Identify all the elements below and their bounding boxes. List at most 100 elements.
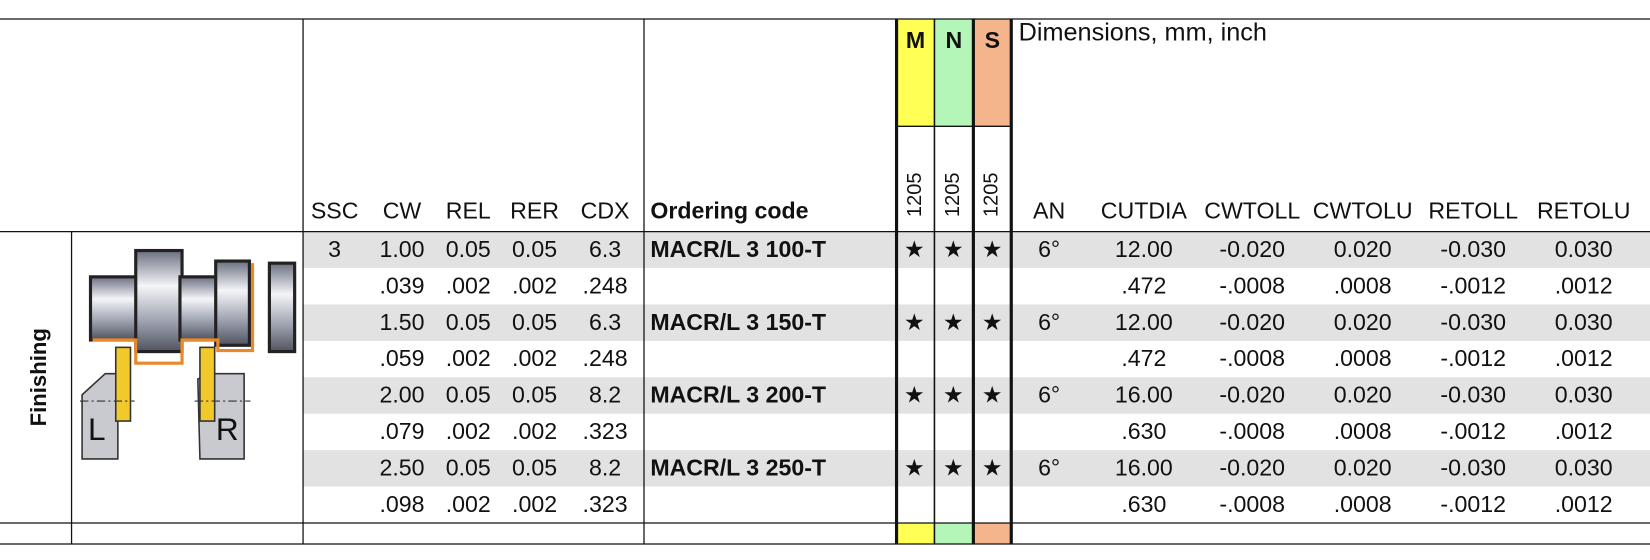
material-footer-fill bbox=[896, 522, 935, 544]
cell: 0.030 bbox=[1555, 382, 1613, 408]
cell: .098 bbox=[379, 491, 424, 517]
cell: -0.020 bbox=[1219, 309, 1285, 335]
cell: ★ bbox=[943, 382, 964, 408]
cell: -.0012 bbox=[1440, 272, 1506, 298]
row-stripe bbox=[303, 377, 1650, 414]
material-code: S bbox=[985, 27, 1000, 53]
cell: .002 bbox=[512, 418, 557, 444]
insert-illustration bbox=[79, 248, 297, 460]
cell: ★ bbox=[943, 309, 964, 335]
cell: .0008 bbox=[1334, 491, 1392, 517]
material-footer-fill bbox=[973, 522, 1012, 544]
cell: -.0012 bbox=[1440, 418, 1506, 444]
cell: 2.00 bbox=[379, 382, 424, 408]
column-header: RER bbox=[510, 198, 559, 224]
cell: .0008 bbox=[1334, 418, 1392, 444]
material-grade: 1205 bbox=[981, 172, 1003, 216]
cell: 0.030 bbox=[1555, 454, 1613, 480]
ordering-code: MACR/L 3 200-T bbox=[650, 382, 826, 408]
cell: .079 bbox=[379, 418, 424, 444]
column-header: CDX bbox=[581, 198, 630, 224]
foreground: M 1205 N 1205 S 1205 SSC CW REL RER CDX Ordering co… bbox=[0, 18, 1650, 545]
cell: .0008 bbox=[1334, 345, 1392, 371]
cell: .002 bbox=[446, 345, 491, 371]
cell: -0.030 bbox=[1440, 454, 1506, 480]
cell: 1.50 bbox=[379, 309, 424, 335]
cell: ★ bbox=[904, 382, 925, 408]
row-stripe bbox=[303, 231, 1650, 268]
cell: -.0008 bbox=[1219, 272, 1285, 298]
cell: 0.05 bbox=[512, 382, 557, 408]
cell: -0.020 bbox=[1219, 454, 1285, 480]
cell: ★ bbox=[982, 236, 1003, 262]
material-header-fill bbox=[934, 18, 974, 127]
material-code: M bbox=[906, 27, 925, 53]
cell: -.0012 bbox=[1440, 491, 1506, 517]
column-header: CWTOLU bbox=[1313, 198, 1413, 224]
cell: 0.020 bbox=[1334, 382, 1392, 408]
column-header: REL bbox=[446, 198, 491, 224]
cell: .0012 bbox=[1555, 345, 1613, 371]
column-header: AN bbox=[1033, 198, 1065, 224]
cell: 6.3 bbox=[589, 236, 621, 262]
cell: 6.3 bbox=[589, 309, 621, 335]
cell: .002 bbox=[446, 272, 491, 298]
cell: -0.020 bbox=[1219, 236, 1285, 262]
section-label: Finishing bbox=[26, 328, 51, 426]
cell: .002 bbox=[446, 491, 491, 517]
cell: 0.05 bbox=[446, 236, 491, 262]
cell: 12.00 bbox=[1115, 309, 1173, 335]
column-header: CUTDIA bbox=[1101, 198, 1188, 224]
cell: 1.00 bbox=[379, 236, 424, 262]
cell: 6° bbox=[1038, 236, 1060, 262]
cell: ★ bbox=[904, 236, 925, 262]
ordering-code: MACR/L 3 100-T bbox=[650, 236, 826, 262]
cell: 0.030 bbox=[1555, 236, 1613, 262]
cell: ★ bbox=[943, 236, 964, 262]
cell: 6° bbox=[1038, 382, 1060, 408]
cell: 2.50 bbox=[379, 454, 424, 480]
cell: .248 bbox=[583, 345, 628, 371]
cell: .0012 bbox=[1555, 491, 1613, 517]
cell: 0.05 bbox=[446, 309, 491, 335]
cell: ★ bbox=[943, 454, 964, 480]
cell: 16.00 bbox=[1115, 382, 1173, 408]
cell: 8.2 bbox=[589, 382, 621, 408]
cell: -.0012 bbox=[1440, 345, 1506, 371]
cell: .0008 bbox=[1334, 272, 1392, 298]
cell: ★ bbox=[982, 454, 1003, 480]
cell: -0.020 bbox=[1219, 382, 1285, 408]
cell: .630 bbox=[1121, 418, 1166, 444]
material-header-fill bbox=[896, 18, 935, 127]
dimensions-title: Dimensions, mm, inch bbox=[1019, 18, 1267, 46]
row-stripe bbox=[303, 450, 1650, 487]
cell: .323 bbox=[583, 491, 628, 517]
cell: .002 bbox=[446, 418, 491, 444]
cell: 12.00 bbox=[1115, 236, 1173, 262]
cell: -0.030 bbox=[1440, 309, 1506, 335]
ordering-code: MACR/L 3 250-T bbox=[650, 454, 826, 480]
cell: 0.05 bbox=[512, 454, 557, 480]
cell: ★ bbox=[982, 382, 1003, 408]
material-code: N bbox=[946, 27, 963, 53]
cell: -.0008 bbox=[1219, 345, 1285, 371]
cell: .0012 bbox=[1555, 272, 1613, 298]
material-header-fill bbox=[973, 18, 1012, 127]
cell: .002 bbox=[512, 345, 557, 371]
cell: 6° bbox=[1038, 454, 1060, 480]
row-stripe bbox=[303, 304, 1650, 341]
cell: .059 bbox=[379, 345, 424, 371]
cell: .248 bbox=[583, 272, 628, 298]
cell: 0.020 bbox=[1334, 309, 1392, 335]
column-header: CWTOLL bbox=[1204, 198, 1300, 224]
ordering-code: MACR/L 3 150-T bbox=[650, 309, 826, 335]
cell: -0.030 bbox=[1440, 236, 1506, 262]
cell: 6° bbox=[1038, 309, 1060, 335]
cell: .323 bbox=[583, 418, 628, 444]
cell: -0.030 bbox=[1440, 382, 1506, 408]
cell: 0.05 bbox=[446, 454, 491, 480]
cell: 0.030 bbox=[1555, 309, 1613, 335]
column-header: Ordering code bbox=[650, 198, 808, 224]
cell: 0.05 bbox=[446, 382, 491, 408]
